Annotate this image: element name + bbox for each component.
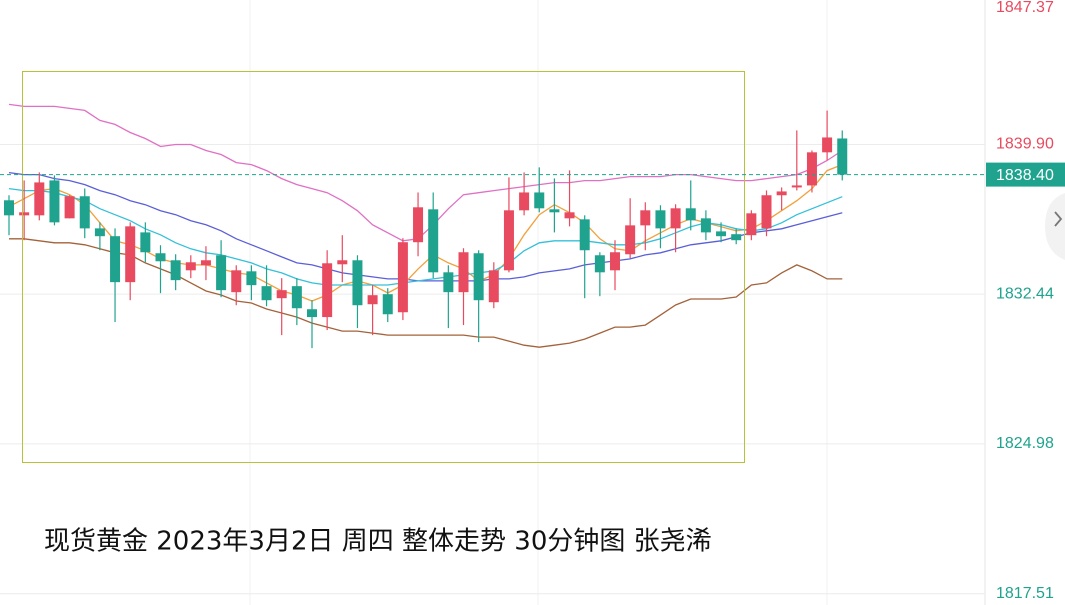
indicator-lines	[8, 103, 843, 348]
candle-body	[837, 138, 848, 175]
candle-body	[746, 213, 757, 236]
candle-body	[170, 260, 181, 281]
candle-body	[261, 286, 272, 301]
candle-body	[64, 196, 75, 219]
candle-body	[519, 192, 530, 211]
candle-body	[19, 212, 30, 216]
candle-body	[322, 263, 333, 318]
toggle-bg[interactable]	[1045, 193, 1065, 260]
candle-body	[700, 218, 711, 233]
candle-body	[291, 286, 302, 309]
y-tick-label: 1847.37	[996, 0, 1054, 16]
candle-body	[791, 185, 802, 188]
candle-body	[216, 255, 227, 291]
candle-body	[34, 182, 45, 216]
candle-body	[610, 252, 620, 271]
candle-body	[488, 270, 499, 303]
candle-body	[761, 195, 772, 229]
candle-body	[716, 231, 727, 237]
indicator-line	[9, 238, 843, 348]
candle-body	[579, 219, 590, 251]
candle-body	[822, 137, 833, 153]
candle-body	[625, 225, 636, 255]
candle-body	[640, 210, 651, 226]
candle-body	[367, 295, 378, 305]
candle-body	[276, 290, 287, 299]
indicator-line	[8, 171, 843, 282]
candle-body	[155, 253, 166, 262]
candle-body	[655, 210, 666, 229]
candle-body	[337, 260, 348, 265]
candle-body	[307, 309, 317, 318]
side-panel-toggle[interactable]	[1045, 193, 1065, 260]
candle-body	[79, 196, 90, 229]
y-tick-label: 1817.51	[996, 585, 1054, 602]
candle-body	[4, 200, 14, 216]
candle-body	[49, 180, 60, 223]
candle-body	[549, 209, 560, 213]
candle-body	[413, 207, 424, 243]
grid	[0, 0, 986, 605]
candle-body	[200, 260, 211, 266]
candle-body	[94, 228, 105, 237]
candle-body	[685, 208, 696, 221]
candle-body	[594, 255, 605, 273]
candle-body	[428, 209, 439, 273]
candle-body	[382, 294, 393, 315]
candle-body	[185, 262, 196, 271]
candle-body	[443, 272, 454, 293]
candle-body	[731, 234, 742, 241]
indicator-line	[8, 103, 843, 242]
candle-body	[534, 192, 545, 209]
last-price-label: 1838.40	[996, 167, 1054, 184]
candle-body	[110, 236, 121, 283]
candle-body	[352, 260, 363, 306]
candle-body	[473, 253, 484, 301]
annotation-box	[22, 71, 745, 463]
candle-body	[503, 210, 514, 271]
candle-body	[806, 152, 817, 186]
candle-body	[776, 191, 787, 196]
candle-body	[670, 208, 681, 229]
y-tick-label: 1824.98	[996, 435, 1054, 452]
candle-body	[458, 252, 469, 293]
candle-body	[397, 242, 408, 313]
candle-body	[564, 212, 575, 219]
candles	[4, 110, 848, 349]
last-price-tag	[986, 162, 1065, 187]
candle-body	[125, 226, 136, 283]
candle-body	[231, 270, 242, 293]
chevron-icon[interactable]	[1054, 211, 1063, 227]
candle-body	[246, 271, 257, 286]
y-tick-label: 1839.90	[996, 136, 1054, 153]
caption: 现货黄金 2023年3月2日 周四 整体走势 30分钟图 张尧浠	[44, 527, 712, 557]
y-tick-label: 1832.44	[996, 285, 1054, 302]
candle-body	[140, 232, 151, 253]
